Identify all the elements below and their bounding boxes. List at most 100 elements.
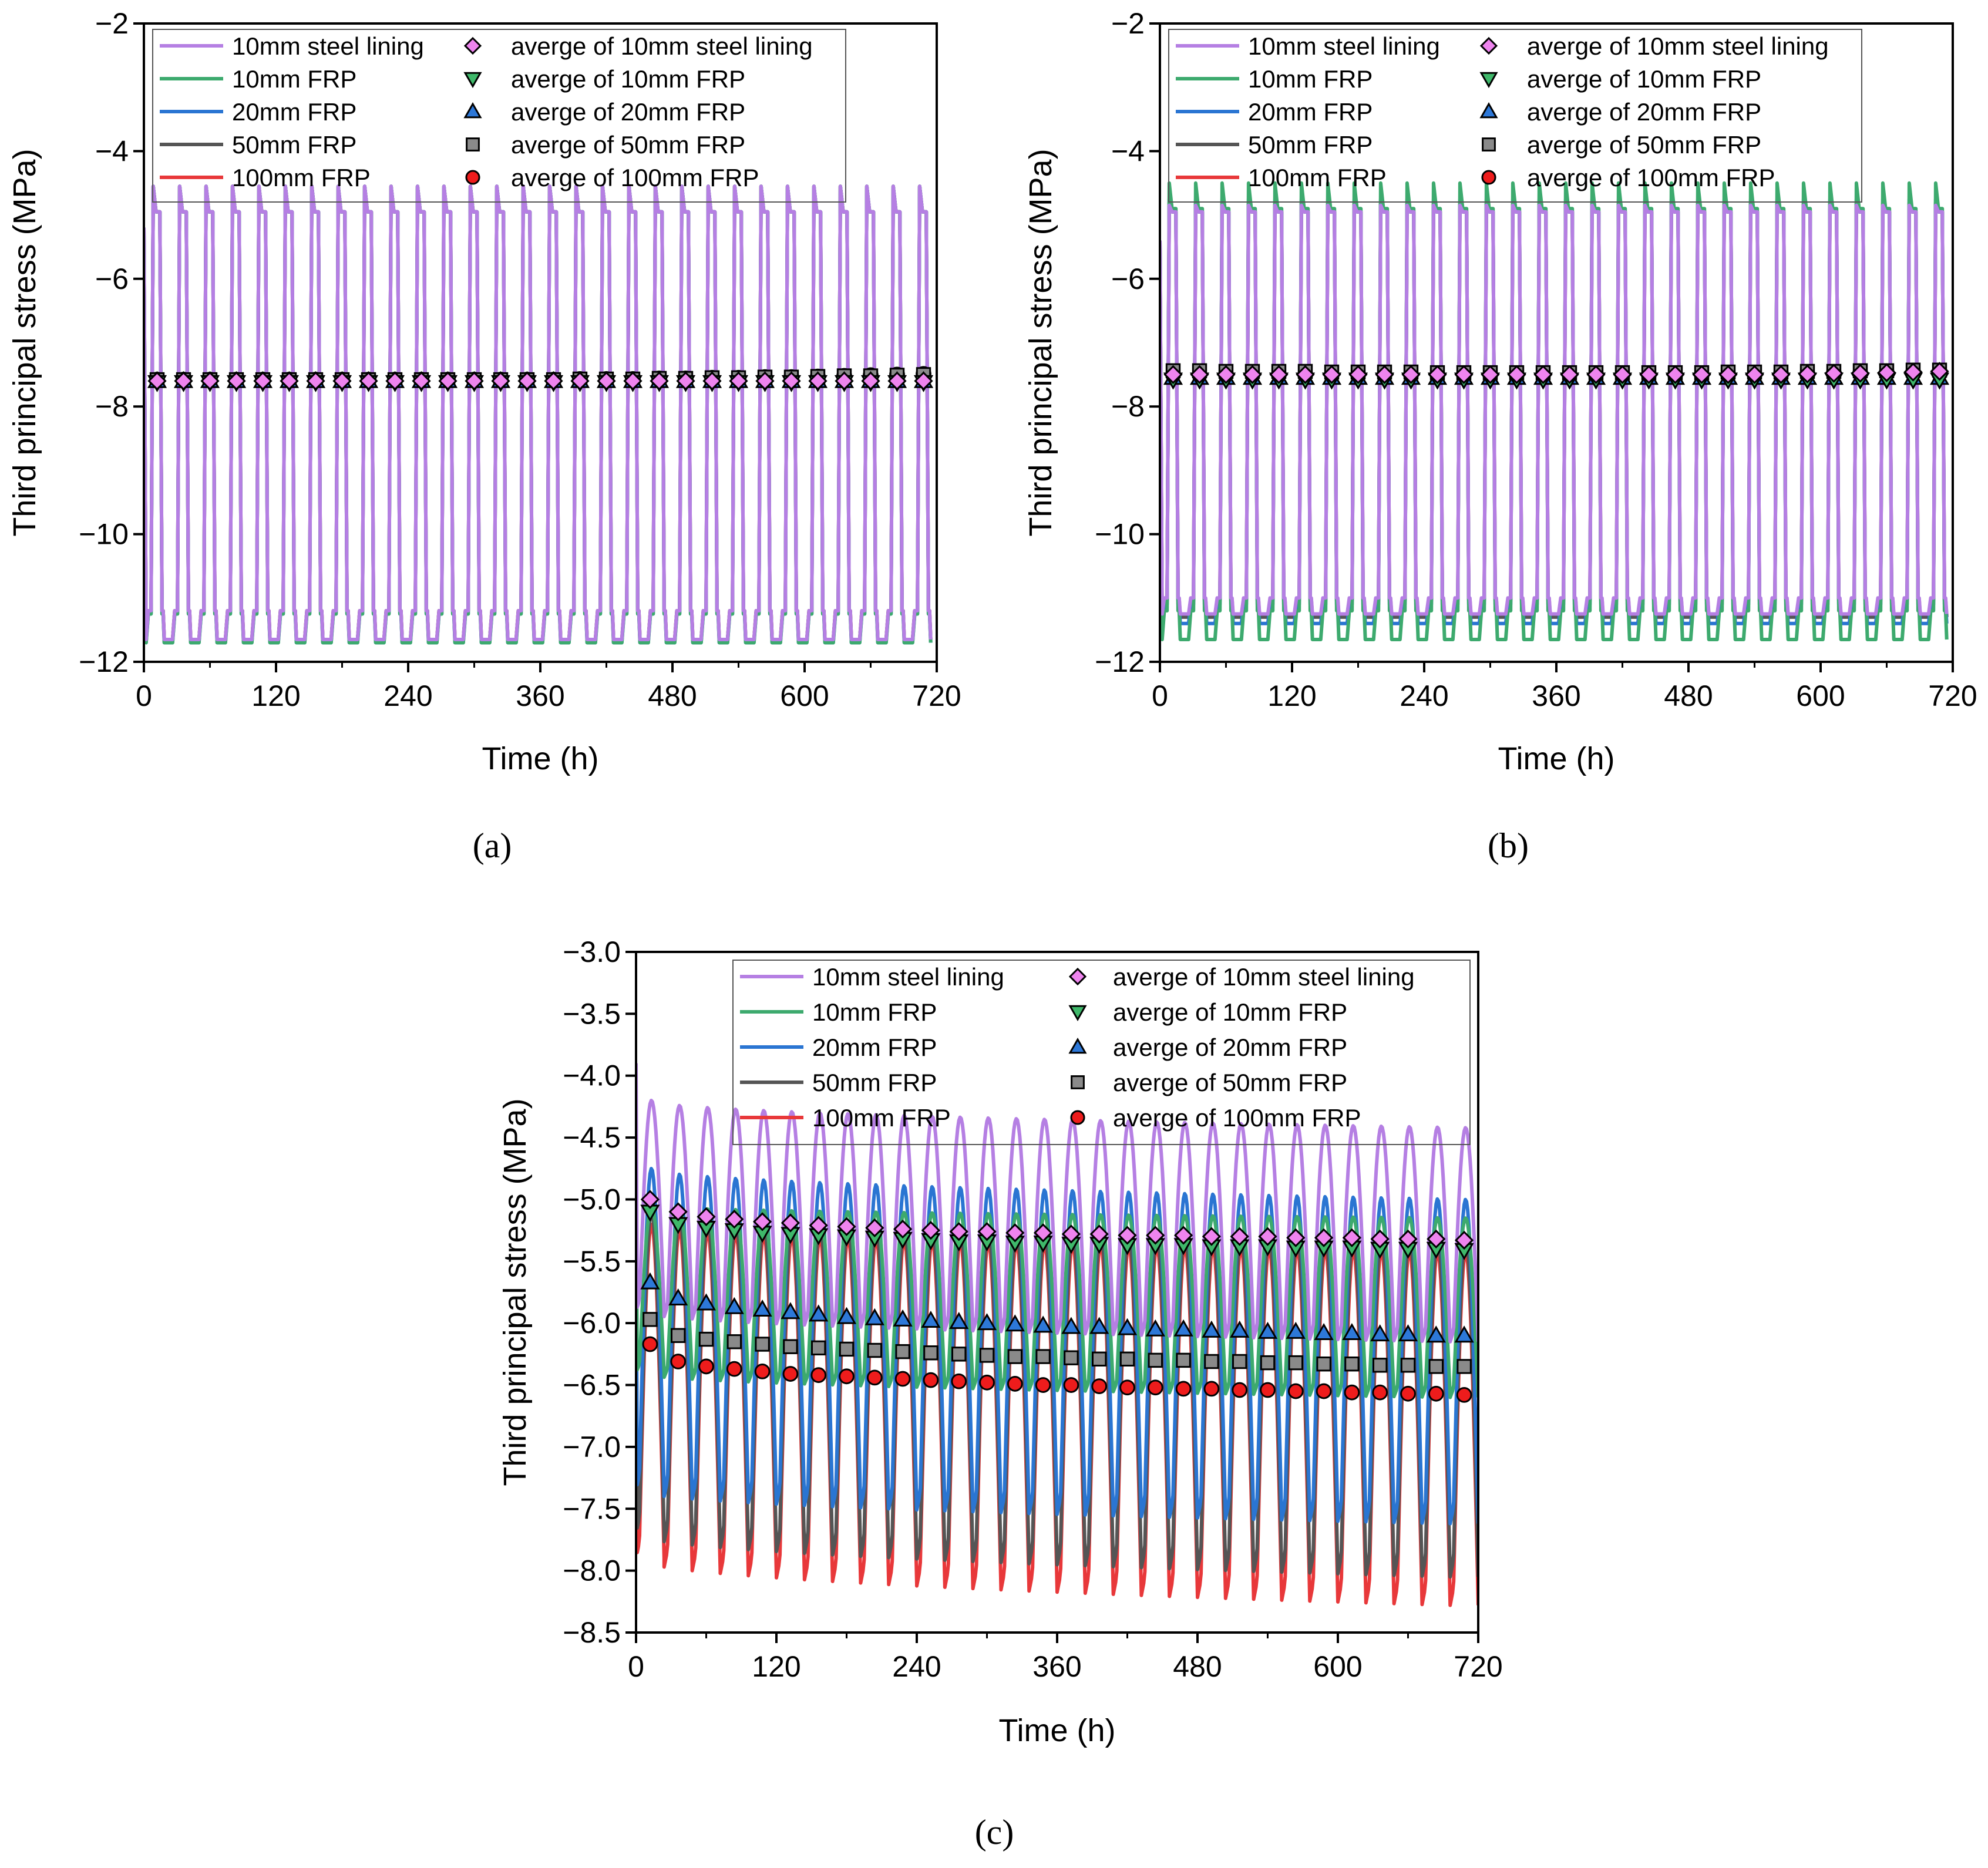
avg-marker-avg_steel10	[412, 371, 431, 391]
series-lines	[636, 1063, 1478, 1607]
avg-marker-avg_steel10	[977, 1222, 997, 1241]
legend-line-label: 100mm FRP	[812, 1104, 951, 1132]
legend-marker-label: averge of 50mm FRP	[1113, 1069, 1347, 1096]
avg-marker-avg_frp50	[783, 1339, 798, 1354]
y-tick-label: −2	[1111, 7, 1145, 40]
y-axis-title: Third principal stress (MPa)	[1023, 149, 1058, 536]
avg-marker-avg_frp20	[809, 1304, 829, 1322]
legend-line-label: 10mm steel lining	[812, 963, 1004, 991]
y-axis-title: Third principal stress (MPa)	[7, 149, 42, 536]
x-tick-label: 240	[892, 1650, 941, 1683]
avg-marker-avg_frp100	[1428, 1385, 1444, 1402]
avg-marker-avg_frp100	[839, 1368, 855, 1385]
avg-marker-avg_frp100	[1147, 1379, 1163, 1396]
y-tick-label: −4.0	[563, 1059, 621, 1092]
avg-marker-avg_frp50	[755, 1337, 770, 1352]
avg-marker-avg_steel10	[1401, 365, 1421, 384]
x-tick-label: 0	[1152, 679, 1168, 712]
avg-marker-avg_steel10	[359, 371, 378, 391]
chart-panel-c: 0 120 240 360 480 600 720 −8.5 −8.0 −7.5 −7.0 −6.5 −…	[497, 935, 1503, 1852]
x-tick-label: 120	[752, 1650, 800, 1683]
avg-marker-avg_steel10	[1322, 365, 1341, 384]
avg-marker-avg_frp100	[1260, 1382, 1276, 1398]
avg-marker-avg_steel10	[147, 371, 167, 391]
y-tick-label: −4	[95, 134, 129, 167]
avg-marker-avg_steel10	[921, 1221, 941, 1240]
avg-marker-avg_steel10	[835, 371, 854, 391]
avg-marker-avg_frp50	[951, 1347, 967, 1362]
avg-marker-avg_frp20	[1230, 1320, 1250, 1338]
avg-marker-avg_steel10	[1718, 365, 1738, 384]
avg-marker-avg_steel10	[1771, 365, 1791, 384]
y-tick-label: −8.5	[563, 1616, 621, 1649]
avg-marker-avg_steel10	[491, 371, 510, 391]
avg-marker-avg_frp50	[1035, 1349, 1051, 1364]
y-tick-label: −3.0	[563, 935, 621, 968]
avg-marker-avg_frp50	[1288, 1355, 1304, 1371]
legend-marker-label: averge of 100mm FRP	[1527, 164, 1775, 191]
avg-marker-avg_frp100	[1372, 1384, 1388, 1401]
avg-marker-avg_frp100	[754, 1363, 771, 1379]
y-tick-label: −3.5	[563, 997, 621, 1030]
avg-marker-avg_frp50	[1176, 1352, 1191, 1368]
avg-marker-avg_steel10	[809, 1216, 828, 1235]
x-tick-label: 480	[1173, 1650, 1222, 1683]
legend-line-label: 10mm FRP	[232, 65, 356, 93]
legend-marker-label: averge of 50mm FRP	[511, 131, 745, 159]
legend-line-label: 50mm FRP	[232, 131, 356, 159]
legend-marker-swatch	[1482, 137, 1496, 152]
avg-marker-avg_frp100	[894, 1371, 911, 1387]
x-tick-label: 360	[516, 679, 564, 712]
avg-marker-avg_steel10	[1454, 365, 1474, 384]
avg-marker-avg_steel10	[1216, 365, 1236, 384]
y-tick-label: −10	[1095, 518, 1145, 551]
avg-marker-avg_steel10	[544, 371, 563, 391]
y-axis-title: Third principal stress (MPa)	[497, 1098, 533, 1486]
legend-box	[732, 960, 1471, 1145]
avg-marker-avg_steel10	[570, 371, 590, 391]
series-line-frp10	[144, 184, 933, 645]
legend-marker-label: averge of 10mm FRP	[1113, 998, 1347, 1026]
avg-marker-avg_steel10	[280, 371, 299, 391]
panel-caption: (c)	[975, 1813, 1014, 1852]
avg-marker-avg_steel10	[887, 371, 907, 391]
avg-marker-avg_steel10	[676, 371, 695, 391]
legend-line-label: 100mm FRP	[1248, 164, 1387, 191]
avg-marker-avg_steel10	[1428, 365, 1447, 384]
legend-marker-label: averge of 10mm steel lining	[511, 32, 813, 60]
avg-marker-avg_steel10	[725, 1210, 744, 1229]
x-tick-label: 720	[1454, 1650, 1502, 1683]
avg-marker-avg_steel10	[1427, 1229, 1446, 1249]
avg-marker-avg_frp20	[1342, 1323, 1362, 1341]
avg-marker-avg_frp50	[1260, 1355, 1276, 1371]
avg-marker-avg_steel10	[1269, 365, 1289, 384]
avg-marker-avg_steel10	[861, 371, 880, 391]
avg-marker-avg_frp100	[1203, 1381, 1220, 1397]
avg-marker-avg_frp100	[1287, 1383, 1304, 1399]
avg-marker-avg_steel10	[438, 371, 458, 391]
legend-marker-swatch	[466, 137, 480, 152]
x-tick-label: 600	[780, 679, 829, 712]
avg-marker-avg_steel10	[865, 1218, 884, 1238]
legend-marker-label: averge of 100mm FRP	[511, 164, 759, 191]
avg-marker-avg_steel10	[782, 371, 801, 391]
avg-marker-avg_steel10	[1146, 1226, 1165, 1245]
avg-marker-avg_frp50	[867, 1342, 882, 1358]
chart-panel-b: 0 120 240 360 480 600 720 −12 −10 −8 −6 −4 −2 Time (h…	[1023, 7, 1977, 865]
avg-marker-avg_frp50	[1373, 1358, 1388, 1373]
avg-marker-avg_steel10	[1314, 1228, 1334, 1247]
avg-marker-avg_frp20	[893, 1309, 913, 1327]
y-tick-label: −8	[95, 390, 129, 423]
avg-marker-avg_frp20	[1426, 1325, 1446, 1343]
legend-line-label: 100mm FRP	[232, 164, 371, 191]
avg-marker-avg_steel10	[1342, 1228, 1362, 1247]
avg-marker-avg_steel10	[1851, 363, 1870, 383]
avg-marker-avg_steel10	[174, 371, 193, 391]
avg-marker-avg_steel10	[1348, 365, 1368, 384]
legend-marker-swatch	[465, 170, 480, 185]
avg-marker-avg_frp50	[895, 1344, 910, 1359]
series-line-frp10	[1160, 181, 1949, 641]
avg-marker-avg_frp20	[1314, 1323, 1334, 1341]
avg-marker-avg_steel10	[1798, 364, 1817, 383]
avg-marker-avg_frp20	[1202, 1320, 1222, 1338]
